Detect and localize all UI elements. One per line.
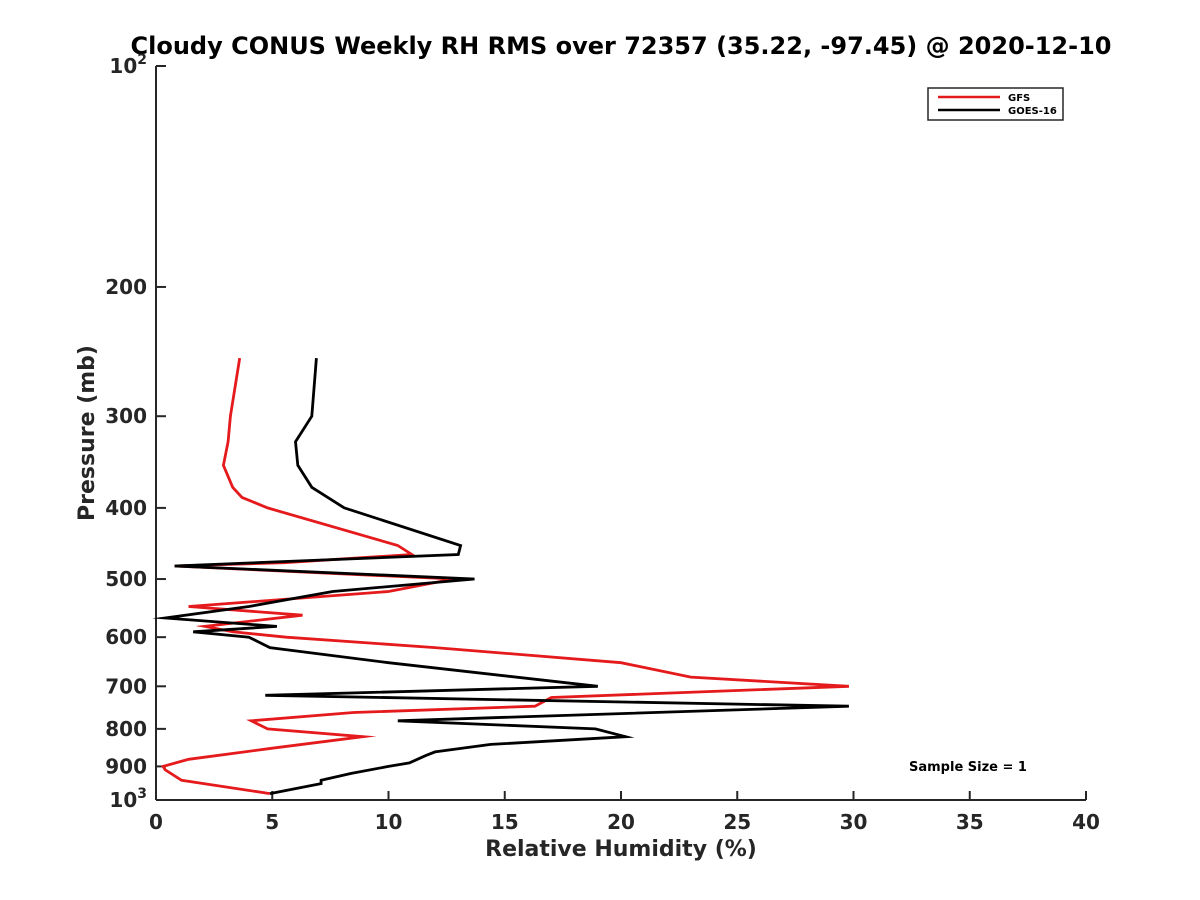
series-line-goes-16	[152, 357, 849, 795]
x-tick-label: 5	[265, 810, 279, 834]
y-tick-label: 600	[105, 625, 147, 649]
y-tick-label: 900	[105, 754, 147, 778]
x-tick-label: 40	[1072, 810, 1100, 834]
x-tick-label: 30	[840, 810, 868, 834]
x-tick-label: 15	[491, 810, 519, 834]
y-tick-label: 300	[105, 404, 147, 428]
y-tick-label: 102	[109, 52, 147, 78]
chart-title: Cloudy CONUS Weekly RH RMS over 72357 (3…	[131, 32, 1112, 60]
legend: GFS GOES-16	[927, 87, 1064, 121]
legend-box	[927, 87, 1064, 121]
y-tick-label: 400	[105, 496, 147, 520]
y-axis-label: Pressure (mb)	[75, 345, 100, 521]
axes: 0 5 10 15 20 25 30 35 40 102 200 300 400 500 600 700 800…	[105, 52, 1100, 834]
legend-label: GOES-16	[1008, 106, 1057, 117]
y-tick-label: 800	[105, 717, 147, 741]
series-lines	[152, 357, 849, 795]
x-tick-label: 0	[149, 810, 163, 834]
y-tick-label: 103	[109, 786, 147, 812]
series-line-gfs	[160, 357, 849, 795]
x-tick-label: 20	[607, 810, 635, 834]
sample-size-annotation: Sample Size = 1	[909, 760, 1027, 775]
y-tick-label: 500	[105, 567, 147, 591]
x-tick-label: 10	[375, 810, 403, 834]
x-tick-label: 25	[723, 810, 751, 834]
y-tick-label: 700	[105, 674, 147, 698]
y-tick-label: 200	[105, 275, 147, 299]
x-tick-label: 35	[956, 810, 984, 834]
legend-label: GFS	[1008, 93, 1030, 104]
x-axis-label: Relative Humidity (%)	[485, 837, 757, 862]
